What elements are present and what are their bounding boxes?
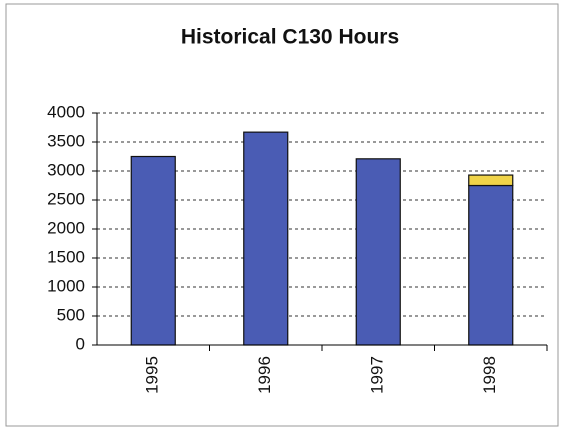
- x-tick-label: 1996: [255, 356, 274, 394]
- y-tick-label: 4000: [47, 102, 85, 121]
- y-tick-label: 3500: [47, 131, 85, 150]
- y-tick-label: 0: [76, 334, 85, 353]
- chart-title: Historical C130 Hours: [181, 26, 399, 49]
- bar: [130, 155, 176, 346]
- y-tick-label: 2000: [47, 218, 85, 237]
- y-tick-label: 3000: [47, 160, 85, 179]
- bar: [468, 184, 514, 346]
- y-tick-label: 1000: [47, 276, 85, 295]
- y-tick-label: 1500: [47, 247, 85, 266]
- x-tick-label: 1997: [368, 356, 387, 394]
- x-tick-label: 1995: [143, 356, 162, 394]
- y-tick-label: 500: [57, 305, 85, 324]
- x-tick-label: 1998: [480, 356, 499, 394]
- bar: [468, 174, 514, 187]
- bar: [355, 158, 401, 346]
- bar: [243, 131, 289, 346]
- y-tick-label: 2500: [47, 189, 85, 208]
